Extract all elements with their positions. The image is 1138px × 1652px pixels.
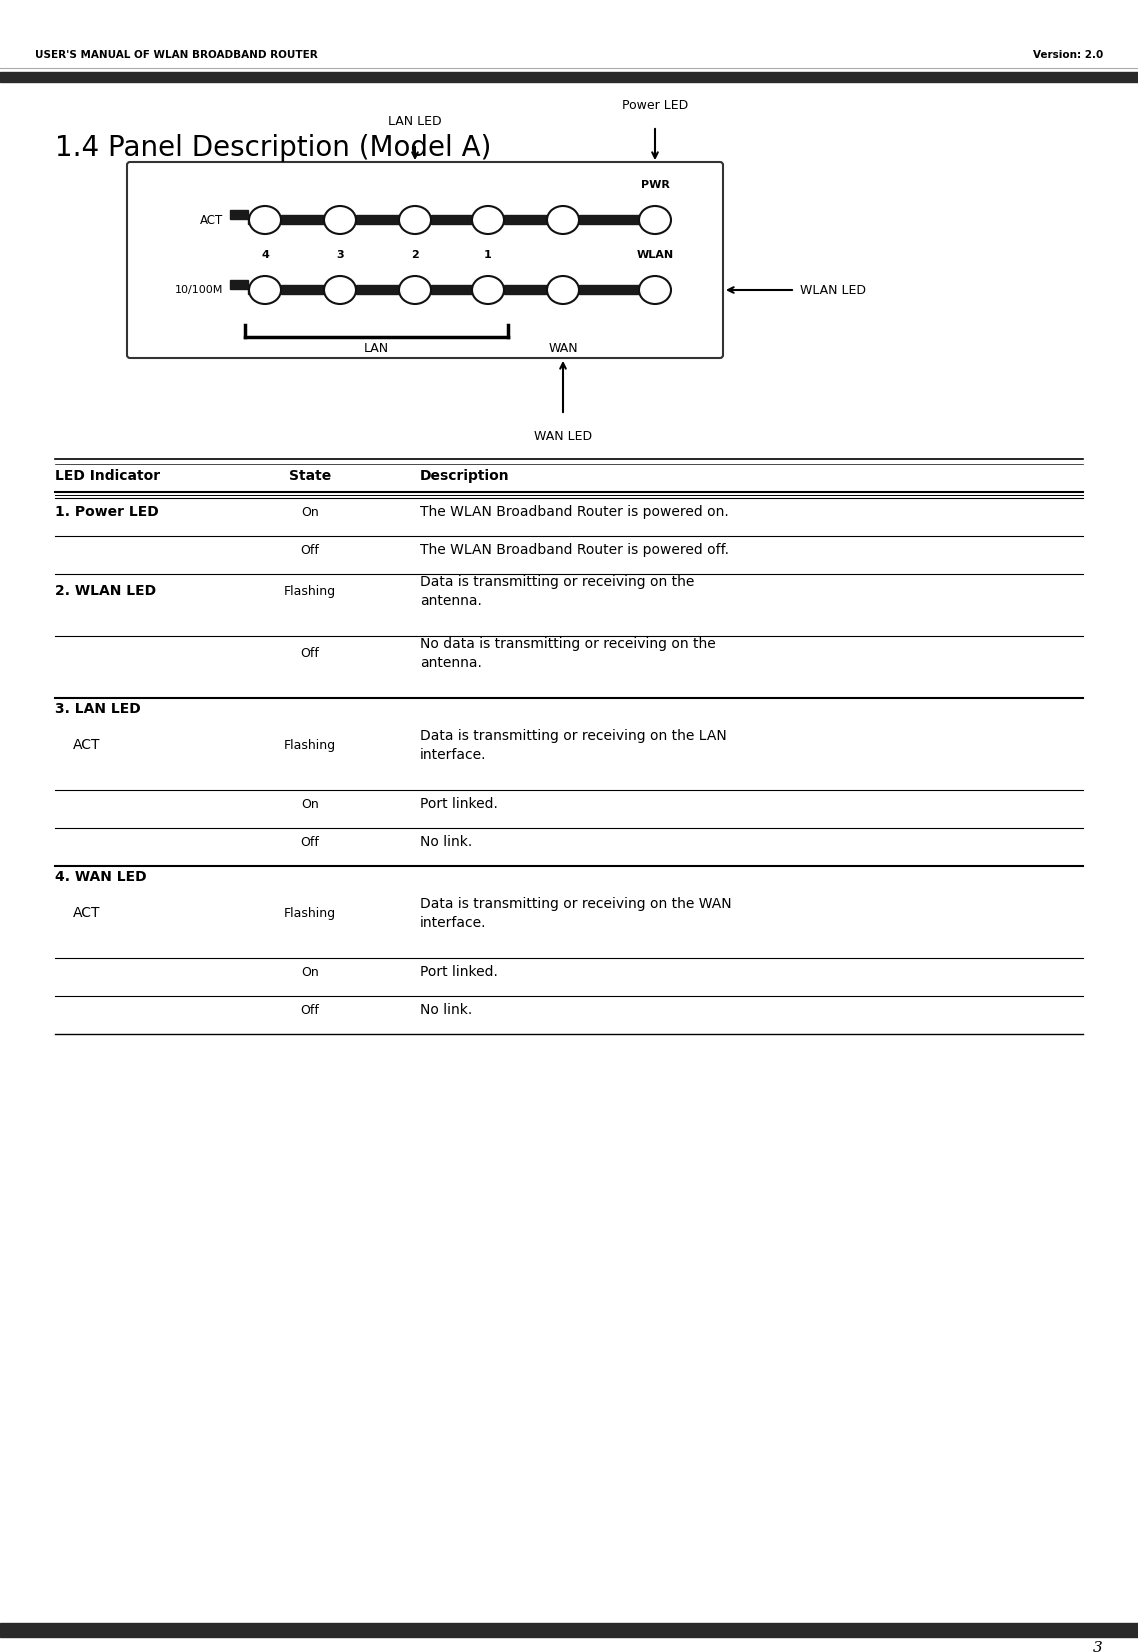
Text: LAN: LAN [364,342,389,355]
Ellipse shape [547,276,579,304]
Text: 10/100M: 10/100M [174,286,223,296]
Bar [579,215,640,225]
Text: On: On [302,798,319,811]
Text: 1.4 Panel Description (Model A): 1.4 Panel Description (Model A) [55,134,492,162]
Text: ACT: ACT [73,738,100,752]
Text: 3: 3 [336,249,344,259]
Text: 1: 1 [484,249,492,259]
Text: Off: Off [300,1004,320,1018]
FancyBboxPatch shape [127,162,723,358]
Text: No data is transmitting or receiving on the
antenna.: No data is transmitting or receiving on … [420,636,716,671]
Text: LED Indicator: LED Indicator [55,469,160,482]
Bar [356,215,399,225]
Text: 2. WLAN LED: 2. WLAN LED [55,585,156,598]
Text: Off: Off [300,544,320,557]
Text: USER'S MANUAL OF WLAN BROADBAND ROUTER: USER'S MANUAL OF WLAN BROADBAND ROUTER [35,50,318,59]
Text: 3. LAN LED: 3. LAN LED [55,702,141,717]
Text: WAN: WAN [549,342,578,355]
Text: Description: Description [420,469,510,482]
Ellipse shape [324,206,356,235]
Text: ACT: ACT [200,213,223,226]
Ellipse shape [640,206,671,235]
Text: The WLAN Broadband Router is powered off.: The WLAN Broadband Router is powered off… [420,544,729,557]
Ellipse shape [249,206,281,235]
Text: Off: Off [300,648,320,659]
Bar [579,286,640,294]
Ellipse shape [472,276,504,304]
Text: 1. Power LED: 1. Power LED [55,506,158,519]
Bar [281,215,324,225]
Bar [431,286,472,294]
Text: State: State [289,469,331,482]
Text: Flashing: Flashing [284,738,336,752]
Bar [230,210,248,220]
Text: No link.: No link. [420,1003,472,1018]
Ellipse shape [547,206,579,235]
Text: On: On [302,966,319,980]
Text: Port linked.: Port linked. [420,965,497,980]
Text: Flashing: Flashing [284,585,336,598]
Text: Port linked.: Port linked. [420,798,497,811]
Bar [0,1622,1138,1637]
Text: ACT: ACT [73,907,100,920]
Bar [431,215,472,225]
Text: No link.: No link. [420,836,472,849]
Text: WLAN: WLAN [636,249,674,259]
Text: Flashing: Flashing [284,907,336,920]
Ellipse shape [399,206,431,235]
Text: WAN LED: WAN LED [534,430,592,443]
Text: Data is transmitting or receiving on the
antenna.: Data is transmitting or receiving on the… [420,575,694,608]
Text: 3: 3 [1094,1640,1103,1652]
Text: On: On [302,506,319,519]
Text: 4. WAN LED: 4. WAN LED [55,871,147,884]
Text: Data is transmitting or receiving on the LAN
interface.: Data is transmitting or receiving on the… [420,729,727,762]
Bar [504,215,547,225]
Text: LAN LED: LAN LED [388,116,442,127]
Bar [504,286,547,294]
Ellipse shape [249,276,281,304]
Text: Power LED: Power LED [621,99,688,112]
Text: The WLAN Broadband Router is powered on.: The WLAN Broadband Router is powered on. [420,506,728,519]
Ellipse shape [324,276,356,304]
Text: WLAN LED: WLAN LED [800,284,866,296]
Bar [0,73,1138,83]
Ellipse shape [399,276,431,304]
Text: 2: 2 [411,249,419,259]
Text: PWR: PWR [641,180,669,190]
Bar [230,279,248,289]
Ellipse shape [472,206,504,235]
Text: Off: Off [300,836,320,849]
Text: 4: 4 [261,249,269,259]
Text: Data is transmitting or receiving on the WAN
interface.: Data is transmitting or receiving on the… [420,897,732,930]
Bar [356,286,399,294]
Text: Version: 2.0: Version: 2.0 [1033,50,1103,59]
Ellipse shape [640,276,671,304]
Bar [281,286,324,294]
